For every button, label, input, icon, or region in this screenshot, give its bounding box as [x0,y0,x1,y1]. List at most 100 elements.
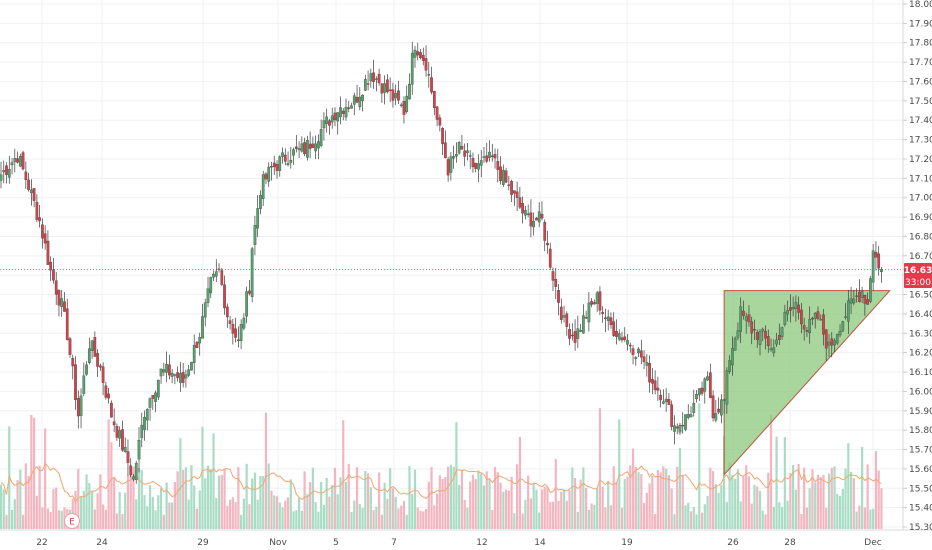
candle-body [689,414,693,418]
candle-body [391,89,395,101]
candle-body [339,107,342,118]
candle-body [731,348,734,366]
volume-bar [460,470,464,529]
candle-body [74,364,77,400]
volume-bar [651,475,654,529]
candle-body [206,288,210,303]
candle-body [609,317,613,325]
candle-body [341,110,345,114]
candle-body [112,421,116,426]
volume-bar [55,487,58,529]
candle-body [170,372,174,377]
candle-body [101,366,105,383]
volume-bar [631,448,635,529]
volume-bar [841,488,844,529]
y-tick-label: 16.20 [909,349,932,359]
candle-body [488,151,491,158]
candle-body [526,213,530,216]
volume-bar [838,495,842,529]
volume-bar [590,503,593,529]
candle-body [132,476,135,480]
volume-bar [419,510,422,529]
candle-body [551,271,555,281]
candle-body [764,330,767,339]
volume-bar [654,514,657,529]
volume-bar [424,509,428,529]
volume-bar [488,478,491,529]
candle-body [63,301,66,312]
volume-bar [339,477,342,529]
candle-body [678,424,682,433]
volume-bar [466,507,469,529]
y-tick-label: 17.00 [909,194,932,204]
volume-bar [331,485,334,529]
volume-bar [154,510,157,529]
candle-body [195,342,199,348]
candle-body [292,149,295,156]
volume-bar [292,511,295,529]
volume-bar [659,472,662,529]
volume-bar [93,509,96,529]
candle-body [548,248,552,268]
candle-body [82,375,86,394]
volume-bar [662,466,665,529]
volume-bar [102,504,105,529]
volume-bar [148,485,152,529]
volume-bar [422,511,425,529]
volume-bar [157,495,160,529]
candle-body [30,189,33,194]
candle-body [783,311,787,325]
volume-bar [758,490,762,529]
volume-bar [13,499,16,529]
volume-bar [350,511,353,529]
volume-bar [355,467,359,529]
candle-body [35,201,39,220]
x-tick-label: 14 [534,538,546,548]
candle-body [557,290,560,303]
x-tick-label: 29 [197,538,209,548]
candle-body [430,77,433,93]
volume-bar [284,500,287,529]
candle-body [76,398,80,417]
candlesticks [0,41,883,484]
volume-bar [642,503,646,529]
candle-body [524,210,527,216]
volume-bar [110,442,113,529]
candle-body [369,73,373,82]
volume-bar [303,471,306,529]
volume-bar [151,497,154,529]
candle-body [421,55,425,61]
candle-body [744,316,748,321]
volume-bar [880,488,883,529]
candle-body [212,273,215,278]
volume-bar [496,472,499,529]
volume-bar [104,509,107,529]
candle-body [590,301,593,305]
y-tick-label: 15.50 [909,484,932,494]
volume-bar [665,468,668,529]
candle-body [504,170,508,183]
candle-body [352,95,356,105]
candle-body [601,311,605,314]
volume-bar [182,469,185,529]
x-tick-label: 19 [621,538,633,548]
volume-bar [82,490,85,529]
x-tick-label: Nov [269,538,287,548]
earnings-marker[interactable]: E [64,513,80,529]
volume-bar [19,469,22,529]
candle-body [328,120,331,126]
y-tick-label: 17.80 [909,39,932,49]
volume-bar [57,510,61,529]
candle-body [780,327,784,337]
candle-body [841,321,845,332]
volume-moving-average-line [0,462,882,503]
candle-body [234,328,237,338]
volume-bar [389,468,392,529]
candle-body [537,211,541,223]
volume-bar [226,505,229,529]
volume-bar [273,495,276,529]
y-tick-label: 17.90 [909,19,932,29]
volume-bar [573,478,577,529]
candle-body [593,302,596,305]
candle-body [104,385,108,398]
